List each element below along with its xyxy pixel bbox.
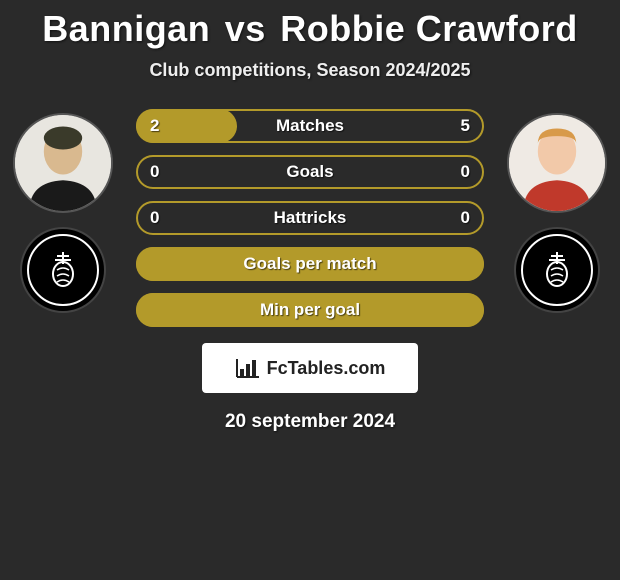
stat-right-value: 5	[461, 116, 470, 136]
stat-left-value: 2	[150, 116, 159, 136]
brand-box: FcTables.com	[202, 343, 418, 393]
brand-text: FcTables.com	[267, 358, 386, 379]
stat-bars: Matches 2 5 Goals 0 0 Hattricks 0 0 Goals per mat…	[118, 109, 502, 327]
crest-ring	[27, 234, 99, 306]
stat-row: Goals per match	[136, 247, 484, 281]
right-player-column	[502, 109, 612, 313]
thistle-icon	[535, 248, 579, 292]
comparison-card: Bannigan vs Robbie Crawford Club competi…	[0, 0, 620, 433]
stat-label: Goals per match	[243, 254, 376, 274]
vs-text: vs	[225, 8, 266, 49]
comparison-grid: Matches 2 5 Goals 0 0 Hattricks 0 0 Goals per mat…	[0, 109, 620, 327]
page-title: Bannigan vs Robbie Crawford	[0, 8, 620, 50]
player1-club-crest	[20, 227, 106, 313]
stat-row: Goals 0 0	[136, 155, 484, 189]
stat-label: Hattricks	[274, 208, 347, 228]
subtitle: Club competitions, Season 2024/2025	[0, 60, 620, 81]
stat-label: Goals	[286, 162, 333, 182]
stat-right-value: 0	[461, 208, 470, 228]
avatar-placeholder-icon	[15, 115, 111, 211]
stat-row: Matches 2 5	[136, 109, 484, 143]
avatar-placeholder-icon	[509, 115, 605, 211]
player1-avatar	[13, 113, 113, 213]
player2-club-crest	[514, 227, 600, 313]
player2-name: Robbie Crawford	[280, 8, 578, 49]
crest-ring	[521, 234, 593, 306]
stat-left-value: 0	[150, 208, 159, 228]
player1-name: Bannigan	[42, 8, 210, 49]
stat-label: Matches	[276, 116, 344, 136]
stat-label: Min per goal	[260, 300, 360, 320]
left-player-column	[8, 109, 118, 313]
stat-right-value: 0	[461, 162, 470, 182]
thistle-icon	[41, 248, 85, 292]
date-text: 20 september 2024	[0, 411, 620, 433]
stat-left-value: 0	[150, 162, 159, 182]
stat-row: Min per goal	[136, 293, 484, 327]
player2-avatar	[507, 113, 607, 213]
stat-row: Hattricks 0 0	[136, 201, 484, 235]
chart-icon	[235, 357, 261, 379]
